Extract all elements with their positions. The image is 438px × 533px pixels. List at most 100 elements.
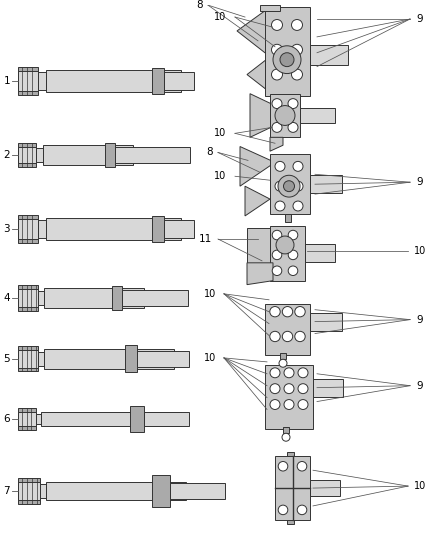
Bar bbox=[38, 352, 44, 366]
Circle shape bbox=[284, 368, 294, 378]
Bar bbox=[310, 45, 348, 64]
Circle shape bbox=[297, 505, 307, 515]
Bar bbox=[265, 304, 310, 356]
Circle shape bbox=[288, 250, 298, 260]
Circle shape bbox=[270, 400, 280, 409]
Bar bbox=[41, 413, 181, 426]
Circle shape bbox=[278, 505, 288, 515]
Circle shape bbox=[283, 306, 293, 317]
Circle shape bbox=[278, 175, 300, 197]
Bar bbox=[265, 7, 310, 96]
Bar bbox=[18, 482, 40, 499]
Bar bbox=[270, 94, 300, 138]
Bar bbox=[313, 379, 343, 397]
Text: 10: 10 bbox=[214, 171, 226, 181]
Text: 2: 2 bbox=[4, 150, 10, 160]
Text: 1: 1 bbox=[4, 76, 10, 86]
Bar bbox=[18, 143, 36, 167]
Polygon shape bbox=[247, 263, 273, 285]
Bar bbox=[46, 70, 181, 92]
Bar bbox=[18, 147, 36, 163]
Bar bbox=[287, 520, 294, 524]
Bar bbox=[283, 427, 289, 433]
Polygon shape bbox=[240, 147, 275, 186]
Bar bbox=[18, 289, 38, 307]
Circle shape bbox=[272, 266, 282, 276]
Bar bbox=[38, 220, 46, 238]
Circle shape bbox=[283, 181, 294, 192]
Text: 10: 10 bbox=[414, 246, 426, 256]
Bar bbox=[300, 108, 335, 124]
Circle shape bbox=[293, 161, 303, 171]
Circle shape bbox=[298, 368, 308, 378]
Circle shape bbox=[297, 462, 307, 471]
Bar bbox=[18, 478, 40, 504]
Text: 10: 10 bbox=[414, 481, 426, 491]
Bar bbox=[18, 285, 38, 311]
Text: 4: 4 bbox=[4, 293, 10, 303]
Text: 10: 10 bbox=[214, 12, 226, 22]
Text: 6: 6 bbox=[4, 414, 10, 424]
Polygon shape bbox=[250, 94, 275, 138]
Bar bbox=[46, 482, 186, 499]
Circle shape bbox=[272, 69, 283, 80]
Circle shape bbox=[275, 201, 285, 211]
Bar bbox=[270, 226, 305, 281]
Circle shape bbox=[275, 106, 295, 125]
Circle shape bbox=[280, 53, 294, 67]
Bar bbox=[44, 288, 144, 308]
Text: 3: 3 bbox=[4, 224, 10, 234]
Bar bbox=[164, 220, 194, 238]
Text: 10: 10 bbox=[204, 353, 216, 363]
Bar bbox=[275, 456, 310, 520]
Text: 9: 9 bbox=[417, 381, 423, 391]
Circle shape bbox=[298, 400, 308, 409]
Circle shape bbox=[272, 44, 283, 55]
Bar bbox=[44, 349, 174, 368]
Circle shape bbox=[283, 332, 293, 342]
Circle shape bbox=[279, 359, 287, 367]
Bar bbox=[36, 415, 41, 424]
Text: 8: 8 bbox=[207, 148, 213, 157]
Polygon shape bbox=[247, 56, 270, 92]
Circle shape bbox=[272, 230, 282, 240]
Circle shape bbox=[272, 123, 282, 132]
Circle shape bbox=[293, 181, 303, 191]
Bar bbox=[105, 143, 115, 167]
Bar bbox=[18, 408, 36, 430]
Bar bbox=[280, 353, 286, 359]
Circle shape bbox=[292, 20, 303, 30]
Bar bbox=[310, 480, 340, 496]
Bar bbox=[265, 365, 313, 429]
Circle shape bbox=[284, 400, 294, 409]
Bar bbox=[137, 351, 189, 367]
Circle shape bbox=[293, 201, 303, 211]
Bar bbox=[18, 413, 36, 426]
Circle shape bbox=[298, 384, 308, 393]
Bar bbox=[144, 413, 189, 426]
Circle shape bbox=[288, 230, 298, 240]
Bar bbox=[310, 175, 342, 193]
Circle shape bbox=[278, 462, 288, 471]
Polygon shape bbox=[247, 228, 273, 263]
Text: 7: 7 bbox=[4, 486, 10, 496]
Bar bbox=[152, 475, 170, 506]
Circle shape bbox=[275, 161, 285, 171]
Circle shape bbox=[272, 99, 282, 109]
Bar bbox=[18, 219, 38, 239]
Circle shape bbox=[272, 250, 282, 260]
Circle shape bbox=[288, 266, 298, 276]
Circle shape bbox=[270, 306, 280, 317]
Bar bbox=[130, 407, 144, 432]
Polygon shape bbox=[270, 138, 283, 151]
Circle shape bbox=[270, 384, 280, 393]
Polygon shape bbox=[237, 7, 270, 56]
Bar bbox=[40, 484, 46, 498]
Circle shape bbox=[270, 332, 280, 342]
Circle shape bbox=[292, 69, 303, 80]
Bar bbox=[164, 72, 194, 90]
Circle shape bbox=[288, 123, 298, 132]
Circle shape bbox=[276, 236, 294, 254]
Text: 8: 8 bbox=[197, 0, 203, 10]
Bar bbox=[260, 5, 280, 11]
